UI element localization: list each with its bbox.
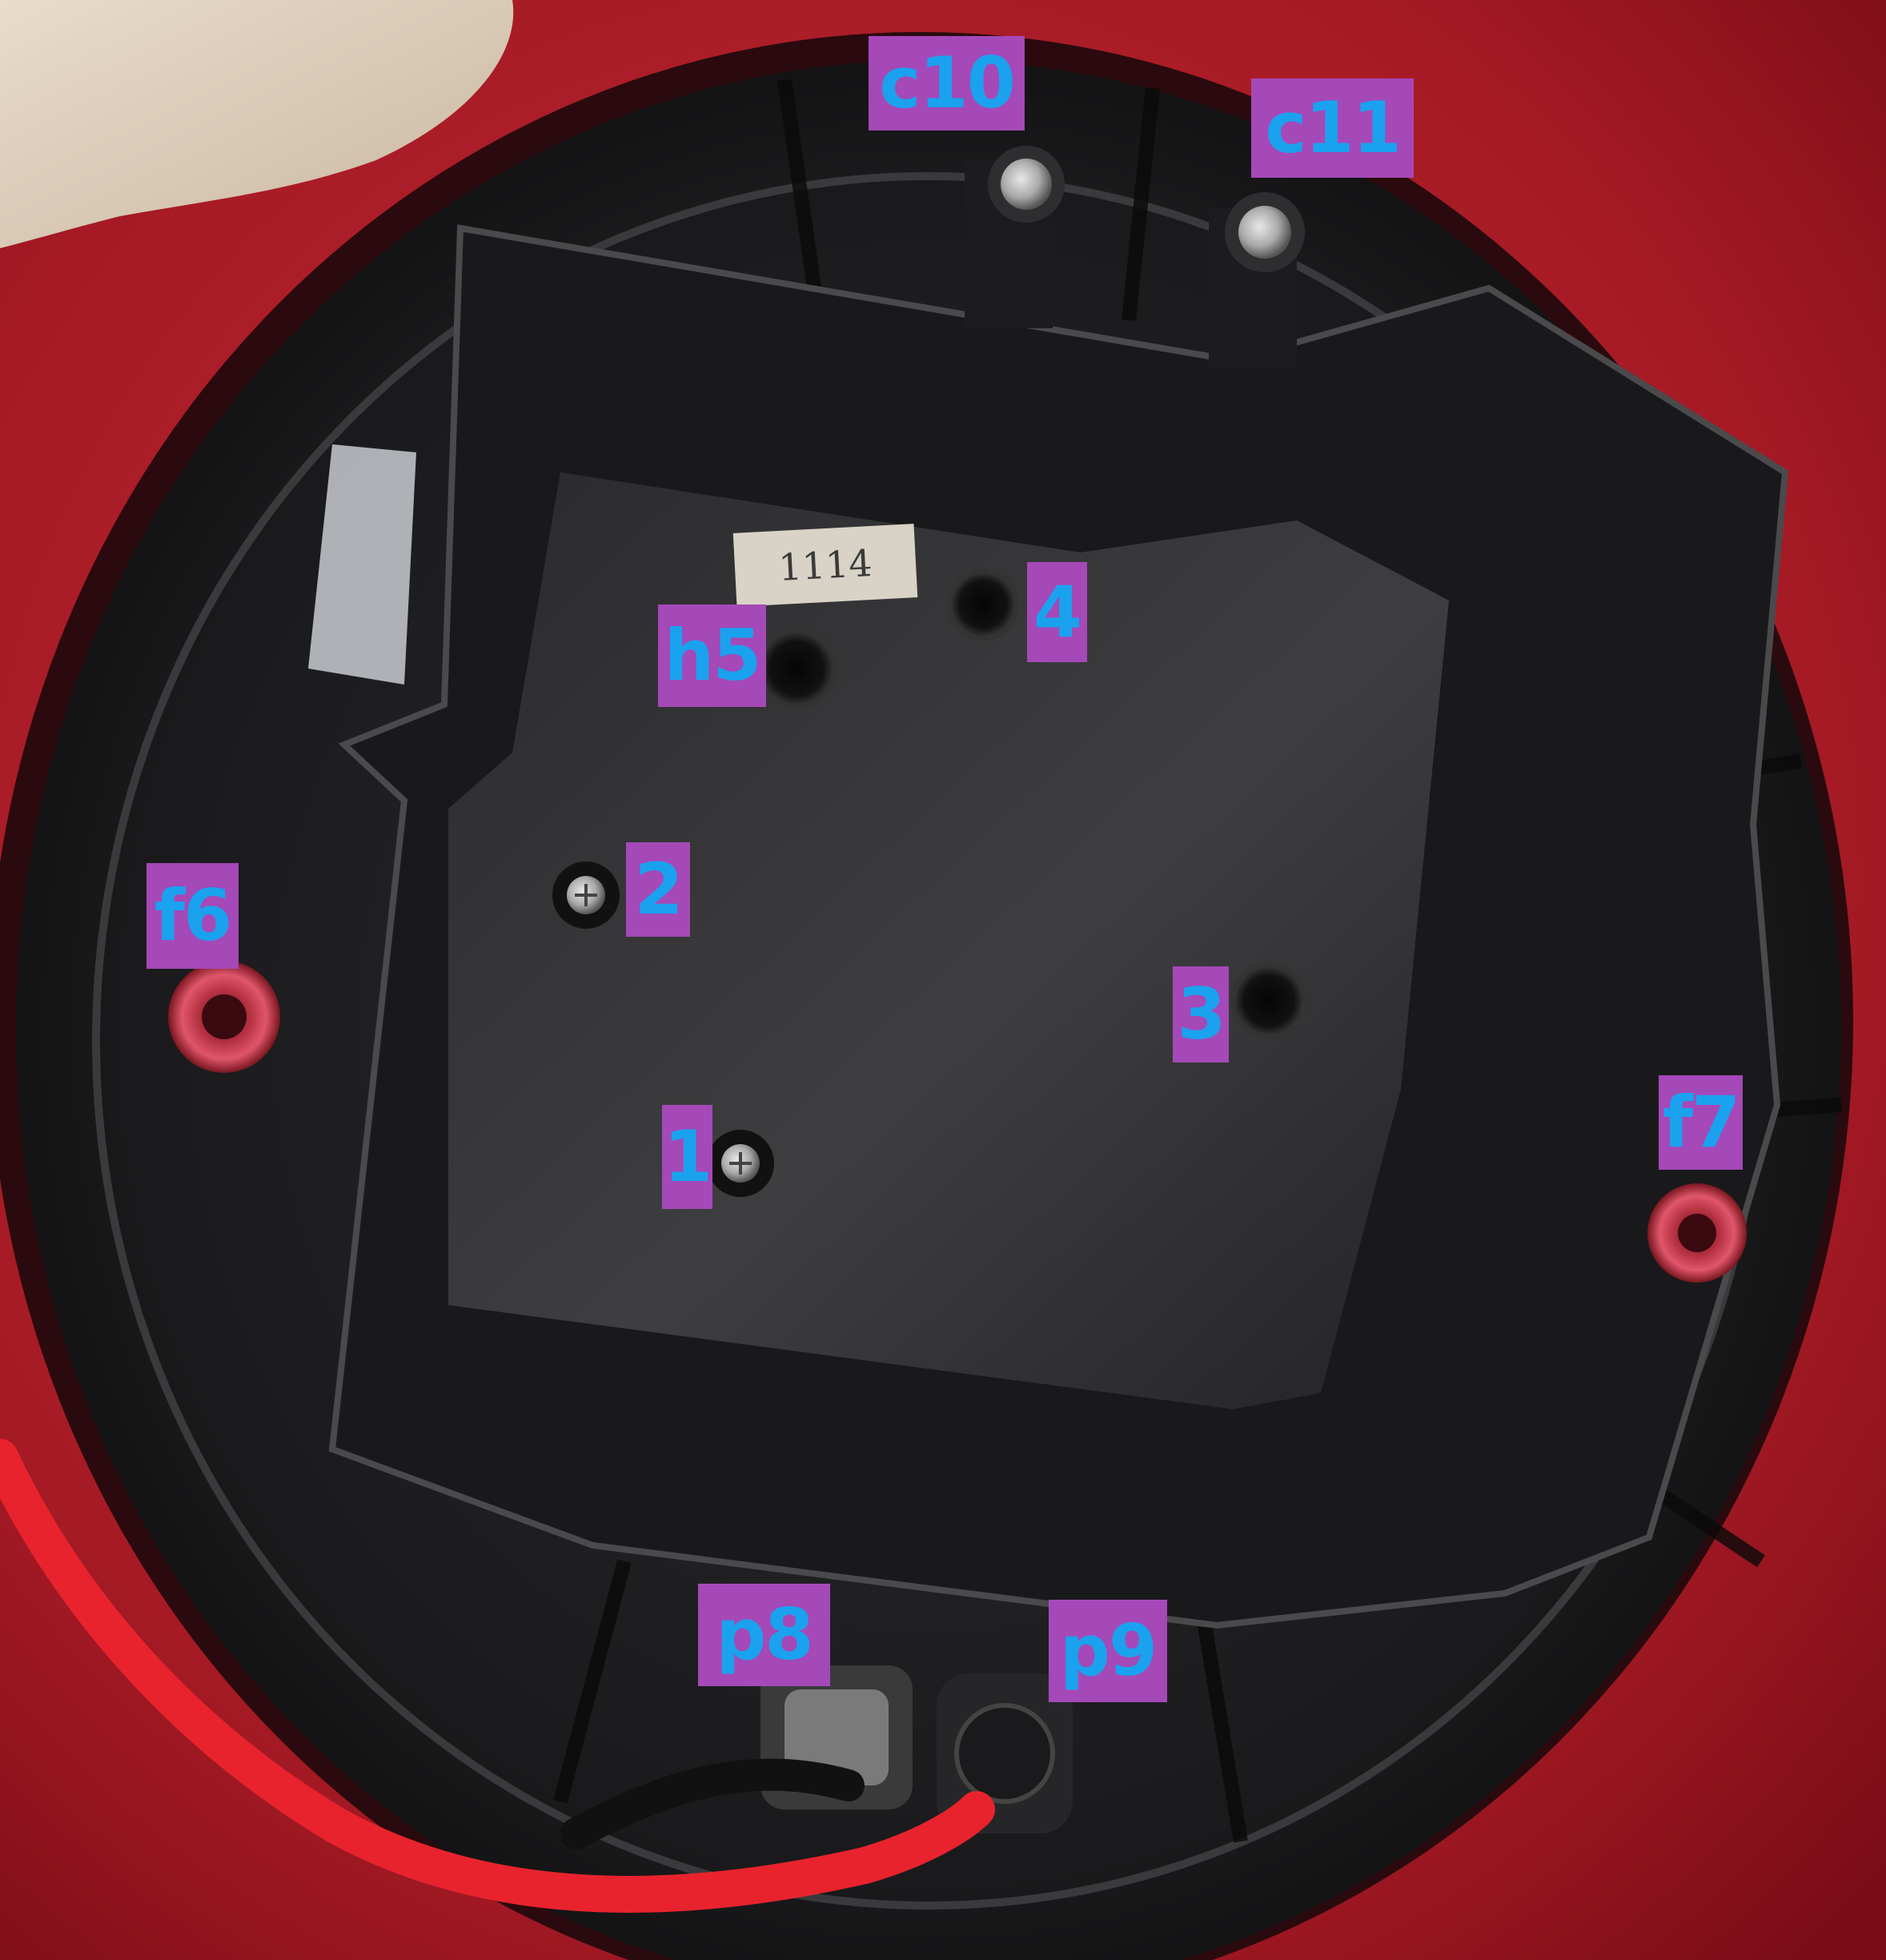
cylinder-c10 (965, 146, 1065, 328)
velcro-patch (308, 444, 416, 685)
label-h5: h5 (658, 604, 766, 707)
boss-f6 (168, 961, 280, 1073)
label-3: 3 (1173, 966, 1229, 1062)
label-p8: p8 (698, 1584, 830, 1686)
label-c11: c11 (1251, 78, 1414, 178)
boss-f7 (1647, 1183, 1747, 1283)
finger (0, 0, 514, 248)
label-c10: c10 (869, 36, 1025, 131)
screw-1 (707, 1130, 774, 1197)
part-number-sticker: 1114 (732, 524, 918, 607)
label-f7: f7 (1659, 1075, 1743, 1170)
hole-3 (1230, 962, 1307, 1039)
label-p9: p9 (1049, 1600, 1167, 1702)
screw-2 (552, 862, 620, 929)
label-4: 4 (1027, 562, 1087, 662)
label-1: 1 (662, 1105, 712, 1209)
label-f6: f6 (146, 863, 239, 969)
hole-h5 (756, 628, 837, 709)
label-2: 2 (626, 842, 690, 937)
black-cable (560, 1758, 865, 1850)
hole-4 (947, 568, 1019, 641)
red-cable (0, 1439, 995, 1913)
cylinder-c11 (1209, 192, 1305, 368)
